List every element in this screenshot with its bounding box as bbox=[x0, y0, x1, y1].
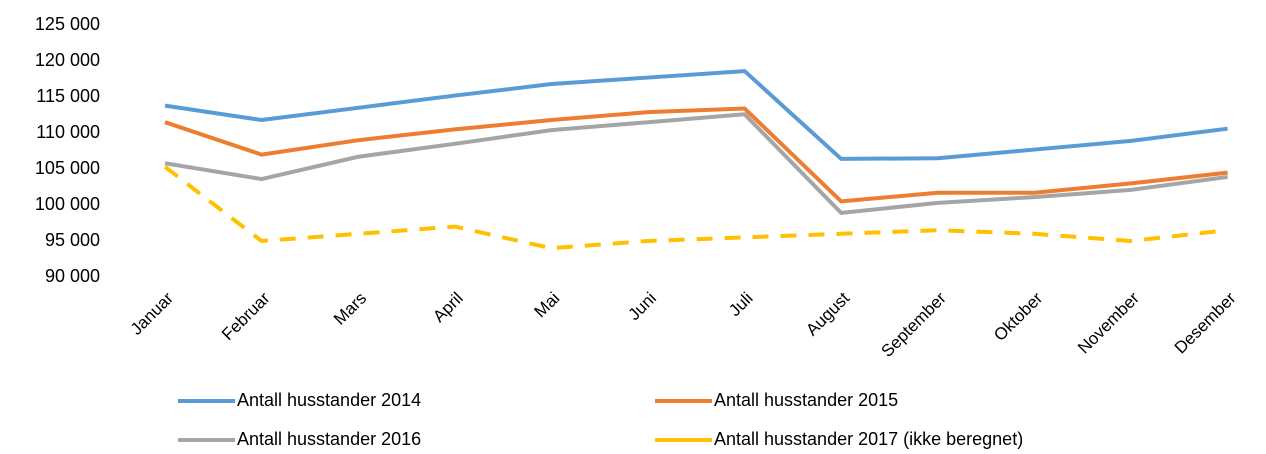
x-tick-label: Mai bbox=[531, 289, 564, 322]
y-tick-label: 120 000 bbox=[35, 50, 100, 70]
series-line bbox=[164, 112, 1228, 215]
legend-label: Antall husstander 2016 bbox=[237, 429, 421, 449]
x-tick-label: Juni bbox=[625, 289, 660, 324]
x-tick-label: Oktober bbox=[990, 288, 1046, 344]
y-tick-label: 95 000 bbox=[45, 230, 100, 250]
y-tick-label: 100 000 bbox=[35, 194, 100, 214]
x-tick-label: Mars bbox=[330, 289, 370, 329]
legend-label: Antall husstander 2014 bbox=[237, 390, 421, 410]
x-tick-label: November bbox=[1074, 288, 1143, 357]
y-tick-label: 90 000 bbox=[45, 266, 100, 286]
y-tick-label: 105 000 bbox=[35, 158, 100, 178]
legend-label: Antall husstander 2017 (ikke beregnet) bbox=[714, 429, 1023, 449]
y-tick-label: 110 000 bbox=[36, 122, 100, 142]
x-tick-label: Januar bbox=[127, 288, 177, 338]
x-tick-label: April bbox=[429, 289, 466, 326]
series-line bbox=[163, 165, 1228, 251]
x-tick-label: August bbox=[802, 288, 853, 339]
y-tick-label: 125 000 bbox=[35, 14, 100, 34]
x-tick-label: Juli bbox=[725, 289, 756, 320]
x-tick-label: Februar bbox=[218, 288, 274, 344]
series-line bbox=[164, 69, 1228, 161]
series-line bbox=[164, 106, 1228, 204]
x-tick-label: Desember bbox=[1171, 288, 1240, 357]
legend-label: Antall husstander 2015 bbox=[714, 390, 898, 410]
y-tick-label: 115 000 bbox=[36, 86, 100, 106]
x-tick-label: September bbox=[878, 288, 950, 360]
